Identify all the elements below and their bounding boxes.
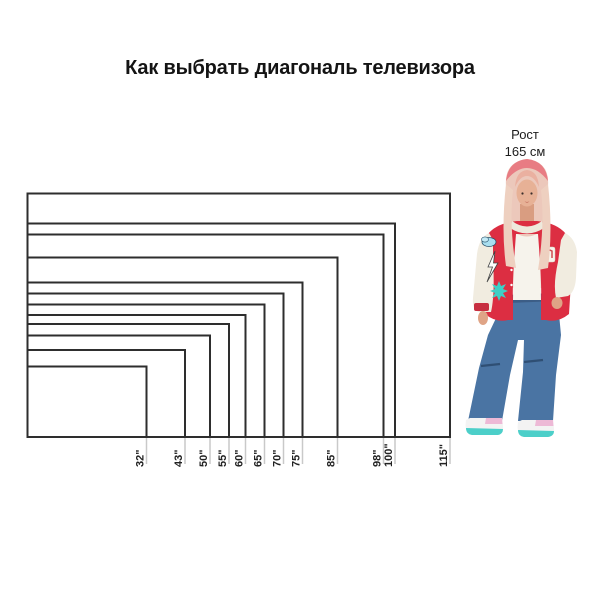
jeans-rip-right xyxy=(523,358,544,364)
hair-crown xyxy=(506,159,548,181)
size-label-85: 85" xyxy=(326,450,338,467)
height-label-line2: 165 см xyxy=(504,144,546,159)
person-photo xyxy=(465,159,577,437)
tv-rect-85 xyxy=(26,256,339,438)
jacket-sleeve-left xyxy=(472,233,494,312)
size-label-65: 65" xyxy=(253,450,265,467)
size-label-55: 55" xyxy=(217,450,229,467)
tv-rect-32 xyxy=(26,365,148,438)
tv-rect-100 xyxy=(26,222,396,438)
height-label-line1: Рост xyxy=(511,127,539,142)
hand-left xyxy=(478,311,488,325)
hand-right xyxy=(551,297,563,309)
neck xyxy=(520,204,534,224)
eye-right xyxy=(530,192,533,195)
size-label-115: 115" xyxy=(438,444,450,467)
size-label-43: 43" xyxy=(173,450,185,467)
size-label-98: 98" xyxy=(372,450,384,467)
tank-top xyxy=(513,232,541,300)
tv-rect-75 xyxy=(26,281,304,438)
cloud-patch xyxy=(481,236,497,247)
jeans xyxy=(468,293,561,421)
page-title: Как выбрать диагональ телевизора xyxy=(125,57,475,79)
hair-fringe xyxy=(515,170,539,187)
eye-left xyxy=(521,192,524,195)
size-label-75: 75" xyxy=(291,450,303,467)
lightning-patch xyxy=(486,250,499,283)
tv-rect-55 xyxy=(26,323,230,438)
starburst-patch xyxy=(490,281,508,301)
size-label-32: 32" xyxy=(135,450,147,467)
jeans-rip-left xyxy=(480,362,501,368)
snap-button xyxy=(510,268,513,272)
size-label-100: 100" xyxy=(383,443,395,467)
jacket-sleeve-right xyxy=(554,233,577,298)
size-label-50: 50" xyxy=(198,450,210,467)
size-label-70: 70" xyxy=(272,450,284,467)
tv-rect-43 xyxy=(26,349,186,438)
hair-strand-left xyxy=(503,184,516,268)
height-label: Рост 165 см xyxy=(465,126,585,160)
face xyxy=(516,179,538,207)
snap-button xyxy=(510,283,513,287)
lips xyxy=(524,201,530,203)
size-label-60: 60" xyxy=(234,450,246,467)
sneaker-right xyxy=(517,420,555,437)
cuff-left xyxy=(474,303,489,311)
tv-rect-60 xyxy=(26,314,247,438)
sneaker-left xyxy=(465,418,504,435)
hair-strand-right xyxy=(538,184,551,270)
jacket-collar xyxy=(510,221,544,234)
